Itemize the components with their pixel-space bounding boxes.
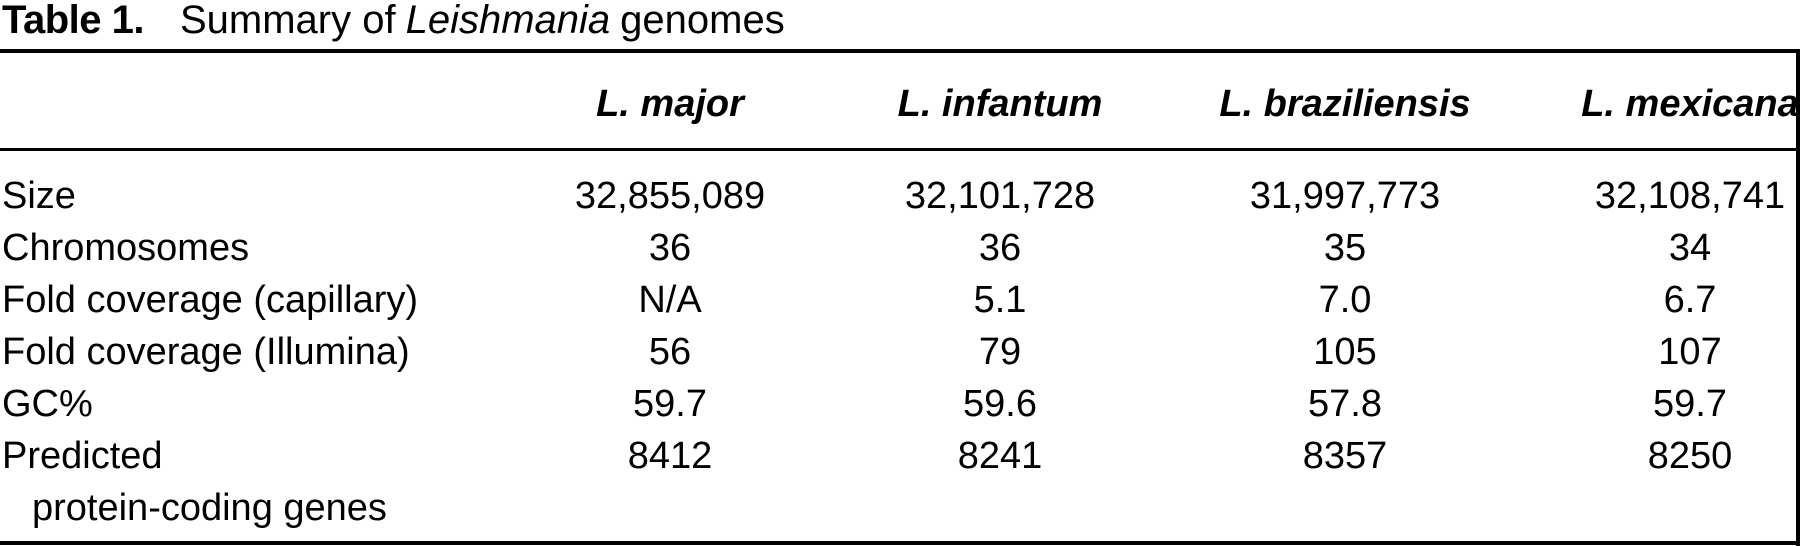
caption-genus-italic: Leishmania	[405, 0, 611, 42]
cell-value: 32,855,089	[574, 175, 766, 217]
column-header-l-mexicana: L. mexicana	[1581, 83, 1799, 125]
table-number-label: Table 1.	[2, 0, 144, 42]
table-caption: Table 1. Summary of Leishmania genomes	[2, 0, 785, 44]
row-label-continuation: protein-coding genes	[32, 487, 387, 529]
caption-text-suffix: genomes	[620, 0, 785, 42]
row-label: Fold coverage (Illumina)	[2, 331, 410, 373]
cell-value: 36	[978, 227, 1022, 269]
header-rule	[0, 148, 1800, 151]
row-label: Predicted	[2, 435, 163, 477]
table-row-predicted-genes: Predicted 8412 8241 8357 8250	[0, 430, 1800, 482]
cell-value: 34	[1668, 227, 1712, 269]
cell-value: 79	[978, 331, 1022, 373]
cell-value: 59.7	[1653, 383, 1727, 425]
cell-value: 105	[1313, 331, 1377, 373]
right-crop-border	[1796, 49, 1800, 546]
cell-value: 36	[648, 227, 692, 269]
cell-value: 35	[1323, 227, 1367, 269]
bottom-rule	[0, 541, 1800, 545]
cell-value: 59.6	[963, 383, 1037, 425]
table-header-row: L. major L. infantum L. braziliensis L. …	[0, 82, 1800, 126]
cell-value: 7.0	[1318, 279, 1372, 321]
caption-text-prefix: Summary of	[179, 0, 396, 42]
table-row-gc-percent: GC% 59.7 59.6 57.8 59.7	[0, 378, 1800, 430]
cell-value: 32,101,728	[904, 175, 1096, 217]
cell-value: 8241	[957, 435, 1043, 477]
cell-value: 56	[648, 331, 692, 373]
cell-value: N/A	[638, 279, 702, 321]
cell-value: 59.7	[633, 383, 707, 425]
table-row-fold-coverage-illumina: Fold coverage (Illumina) 56 79 105 107	[0, 326, 1800, 378]
cell-value: 31,997,773	[1249, 175, 1441, 217]
cell-value: 8250	[1647, 435, 1733, 477]
row-label: Chromosomes	[2, 227, 250, 269]
table-row-size: Size 32,855,089 32,101,728 31,997,773 32…	[0, 170, 1800, 222]
table-body: Size 32,855,089 32,101,728 31,997,773 32…	[0, 170, 1800, 534]
column-header-l-braziliensis: L. braziliensis	[1219, 83, 1471, 125]
table-row-chromosomes: Chromosomes 36 36 35 34	[0, 222, 1800, 274]
column-header-l-infantum: L. infantum	[897, 83, 1103, 125]
cell-empty	[1530, 482, 1800, 534]
cell-value: 6.7	[1663, 279, 1717, 321]
row-label: Size	[2, 175, 76, 217]
cell-value: 107	[1658, 331, 1722, 373]
table-row-fold-coverage-capillary: Fold coverage (capillary) N/A 5.1 7.0 6.…	[0, 274, 1800, 326]
cell-value: 32,108,741	[1594, 175, 1786, 217]
cell-empty	[1160, 482, 1530, 534]
row-label: Fold coverage (capillary)	[2, 279, 419, 321]
row-label: GC%	[2, 383, 93, 425]
cell-empty	[500, 482, 840, 534]
cell-value: 5.1	[973, 279, 1027, 321]
top-rule	[0, 49, 1800, 53]
cell-value: 8357	[1302, 435, 1388, 477]
cell-value: 8412	[627, 435, 713, 477]
column-header-l-major: L. major	[596, 83, 744, 125]
table-row-predicted-genes-continuation: protein-coding genes	[0, 482, 1800, 534]
cell-value: 57.8	[1308, 383, 1382, 425]
cell-empty	[840, 482, 1160, 534]
header-spacer	[0, 82, 500, 126]
